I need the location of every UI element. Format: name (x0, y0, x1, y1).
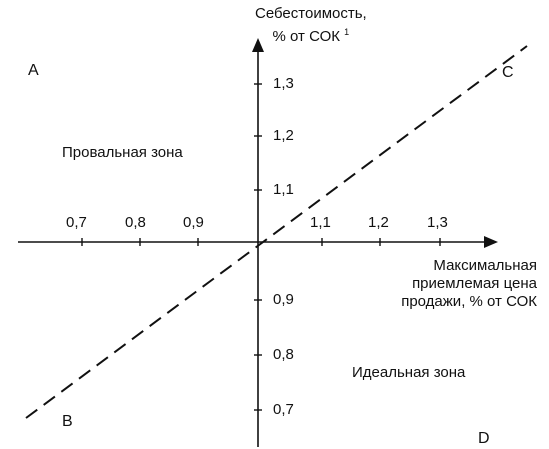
y-tick-label: 0,9 (273, 291, 294, 308)
x-tick-label: 1,1 (310, 214, 331, 231)
x-axis-title-line1: Максимальная (433, 257, 537, 274)
corner-label-c: C (502, 64, 514, 81)
footnote-marker: 1 (344, 27, 350, 37)
y-axis-arrowhead (252, 38, 264, 52)
corner-label-d: D (478, 430, 490, 447)
y-axis-title-line1: Себестоимость, (255, 5, 367, 22)
failure-zone-label: Провальная зона (62, 144, 183, 161)
y-tick-label: 1,2 (273, 127, 294, 144)
x-axis-title-line3: продажи, % от СОК (401, 293, 537, 310)
break-even-line (25, 45, 528, 419)
x-tick-label: 1,3 (427, 214, 448, 231)
y-axis-title-line2: % от СОК 1 (272, 27, 350, 45)
y-tick-label: 0,7 (273, 401, 294, 418)
y-tick-label: 0,8 (273, 346, 294, 363)
x-tick-label: 0,9 (183, 214, 204, 231)
x-axis-title: Максимальная приемлемая цена продажи, % … (401, 257, 537, 311)
y-axis-title: Себестоимость, % от СОК 1 (255, 5, 367, 46)
x-tick-label: 0,8 (125, 214, 146, 231)
x-axis-title-line2: приемлемая цена (412, 275, 537, 292)
y-tick-label: 1,1 (273, 181, 294, 198)
y-tick-label: 1,3 (273, 75, 294, 92)
x-tick-label: 1,2 (368, 214, 389, 231)
corner-label-a: A (28, 62, 39, 79)
x-tick-label: 0,7 (66, 214, 87, 231)
ideal-zone-label: Идеальная зона (352, 364, 466, 381)
corner-label-b: B (62, 413, 73, 430)
x-axis-arrowhead (484, 236, 498, 248)
